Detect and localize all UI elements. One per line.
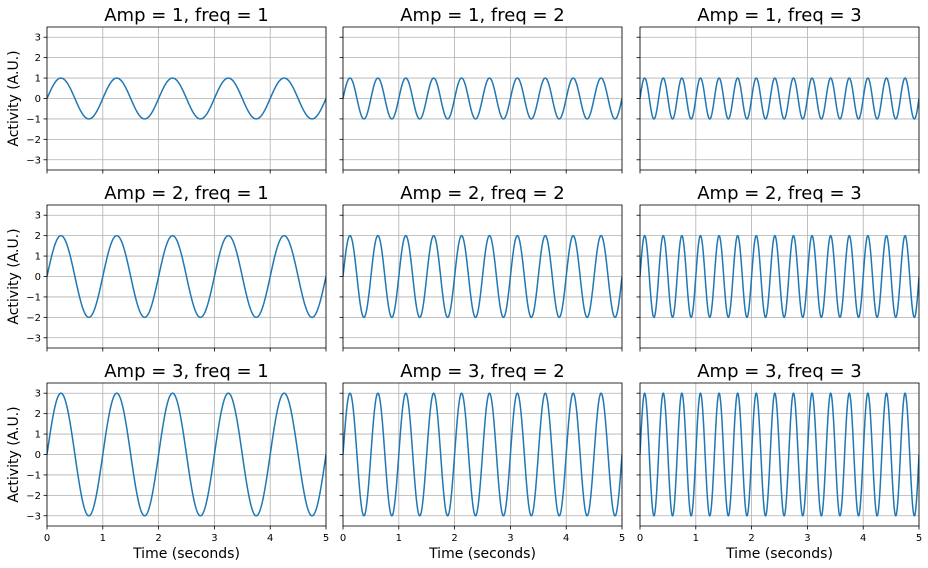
x-tick-label: 1 bbox=[396, 533, 402, 544]
sine-series-line bbox=[640, 234, 919, 319]
sine-series-line bbox=[343, 234, 622, 319]
x-axis-label: Time (seconds) bbox=[132, 546, 240, 562]
x-axis-label: Time (seconds) bbox=[428, 546, 536, 562]
sine-series-line bbox=[47, 234, 326, 319]
subplot-panel: Amp = 1, freq = 2 bbox=[339, 5, 623, 174]
y-tick-label: 0 bbox=[35, 94, 41, 105]
y-tick-label: 2 bbox=[35, 53, 41, 64]
y-tick-label: −1 bbox=[26, 292, 41, 303]
subplot-title: Amp = 2, freq = 3 bbox=[697, 183, 862, 204]
sine-series-line bbox=[343, 77, 622, 120]
y-tick-label: −2 bbox=[26, 491, 41, 502]
y-tick-label: 0 bbox=[35, 272, 41, 283]
y-tick-label: −3 bbox=[26, 155, 41, 166]
subplot-panel: −3 −2 −1 0 1 2 3 Activity (A.U.) Amp = 1, freq =… bbox=[6, 5, 327, 174]
sine-series-line bbox=[47, 77, 326, 120]
subplot-panel: Amp = 2, freq = 3 bbox=[636, 183, 920, 352]
x-tick-label: 4 bbox=[267, 533, 273, 544]
x-tick-label: 3 bbox=[507, 533, 513, 544]
subplot-panel: −3 −2 −1 0 1 2 3 Activity (A.U.) Amp = 2, freq =… bbox=[6, 183, 327, 352]
subplot-title: Amp = 2, freq = 2 bbox=[400, 183, 565, 204]
x-tick-label: 2 bbox=[451, 533, 457, 544]
subplot-title: Amp = 3, freq = 2 bbox=[400, 361, 565, 382]
y-axis-label: Activity (A.U.) bbox=[6, 228, 22, 324]
subplot-panel: 0 1 2 3 4 5 Time (seconds) Amp = 3, freq = 2 bbox=[339, 361, 625, 562]
x-tick-label: 5 bbox=[323, 533, 329, 544]
x-tick-label: 3 bbox=[211, 533, 217, 544]
y-tick-label: 2 bbox=[35, 409, 41, 420]
y-tick-label: −1 bbox=[26, 114, 41, 125]
x-tick-label: 5 bbox=[619, 533, 625, 544]
subplot-title: Amp = 2, freq = 1 bbox=[104, 183, 269, 204]
y-axis-label: Activity (A.U.) bbox=[6, 50, 22, 146]
y-tick-label: −3 bbox=[26, 333, 41, 344]
sine-series-line bbox=[640, 77, 919, 120]
sine-series-line bbox=[47, 392, 326, 517]
sine-series-line bbox=[640, 392, 919, 517]
x-tick-label: 3 bbox=[804, 533, 810, 544]
y-tick-label: −3 bbox=[26, 511, 41, 522]
y-tick-label: 0 bbox=[35, 450, 41, 461]
y-tick-label: 3 bbox=[35, 33, 41, 44]
x-tick-label: 0 bbox=[340, 533, 346, 544]
y-tick-label: −2 bbox=[26, 313, 41, 324]
y-tick-label: 3 bbox=[35, 211, 41, 222]
x-tick-label: 2 bbox=[748, 533, 754, 544]
x-tick-label: 4 bbox=[563, 533, 569, 544]
y-tick-label: −1 bbox=[26, 470, 41, 481]
subplot-title: Amp = 1, freq = 3 bbox=[697, 5, 862, 26]
y-tick-label: −2 bbox=[26, 135, 41, 146]
x-axis-label: Time (seconds) bbox=[725, 546, 833, 562]
subplot-title: Amp = 1, freq = 2 bbox=[400, 5, 565, 26]
y-tick-label: 1 bbox=[35, 252, 41, 263]
subplot-panel: Amp = 1, freq = 3 bbox=[636, 5, 920, 174]
x-tick-label: 2 bbox=[155, 533, 161, 544]
y-axis-label: Activity (A.U.) bbox=[6, 406, 22, 502]
subplot-title: Amp = 3, freq = 3 bbox=[697, 361, 862, 382]
x-tick-label: 5 bbox=[916, 533, 922, 544]
y-tick-label: 1 bbox=[35, 430, 41, 441]
subplot-title: Amp = 1, freq = 1 bbox=[104, 5, 269, 26]
y-tick-label: 2 bbox=[35, 231, 41, 242]
x-tick-label: 1 bbox=[100, 533, 106, 544]
x-tick-label: 1 bbox=[693, 533, 699, 544]
subplot-panel: 0 1 2 3 4 5 Time (seconds) Amp = 3, freq = 3 bbox=[636, 361, 922, 562]
sine-series-line bbox=[343, 392, 622, 517]
x-tick-label: 4 bbox=[860, 533, 866, 544]
y-tick-label: 1 bbox=[35, 74, 41, 85]
x-tick-label: 0 bbox=[637, 533, 643, 544]
subplot-title: Amp = 3, freq = 1 bbox=[104, 361, 269, 382]
y-tick-label: 3 bbox=[35, 389, 41, 400]
subplot-panel: Amp = 2, freq = 2 bbox=[339, 183, 623, 352]
x-tick-label: 0 bbox=[44, 533, 50, 544]
subplot-panel: −3 −2 −1 0 1 2 3 Activity (A.U.) 0 1 2 3 4 5 Time (sec… bbox=[6, 361, 329, 562]
